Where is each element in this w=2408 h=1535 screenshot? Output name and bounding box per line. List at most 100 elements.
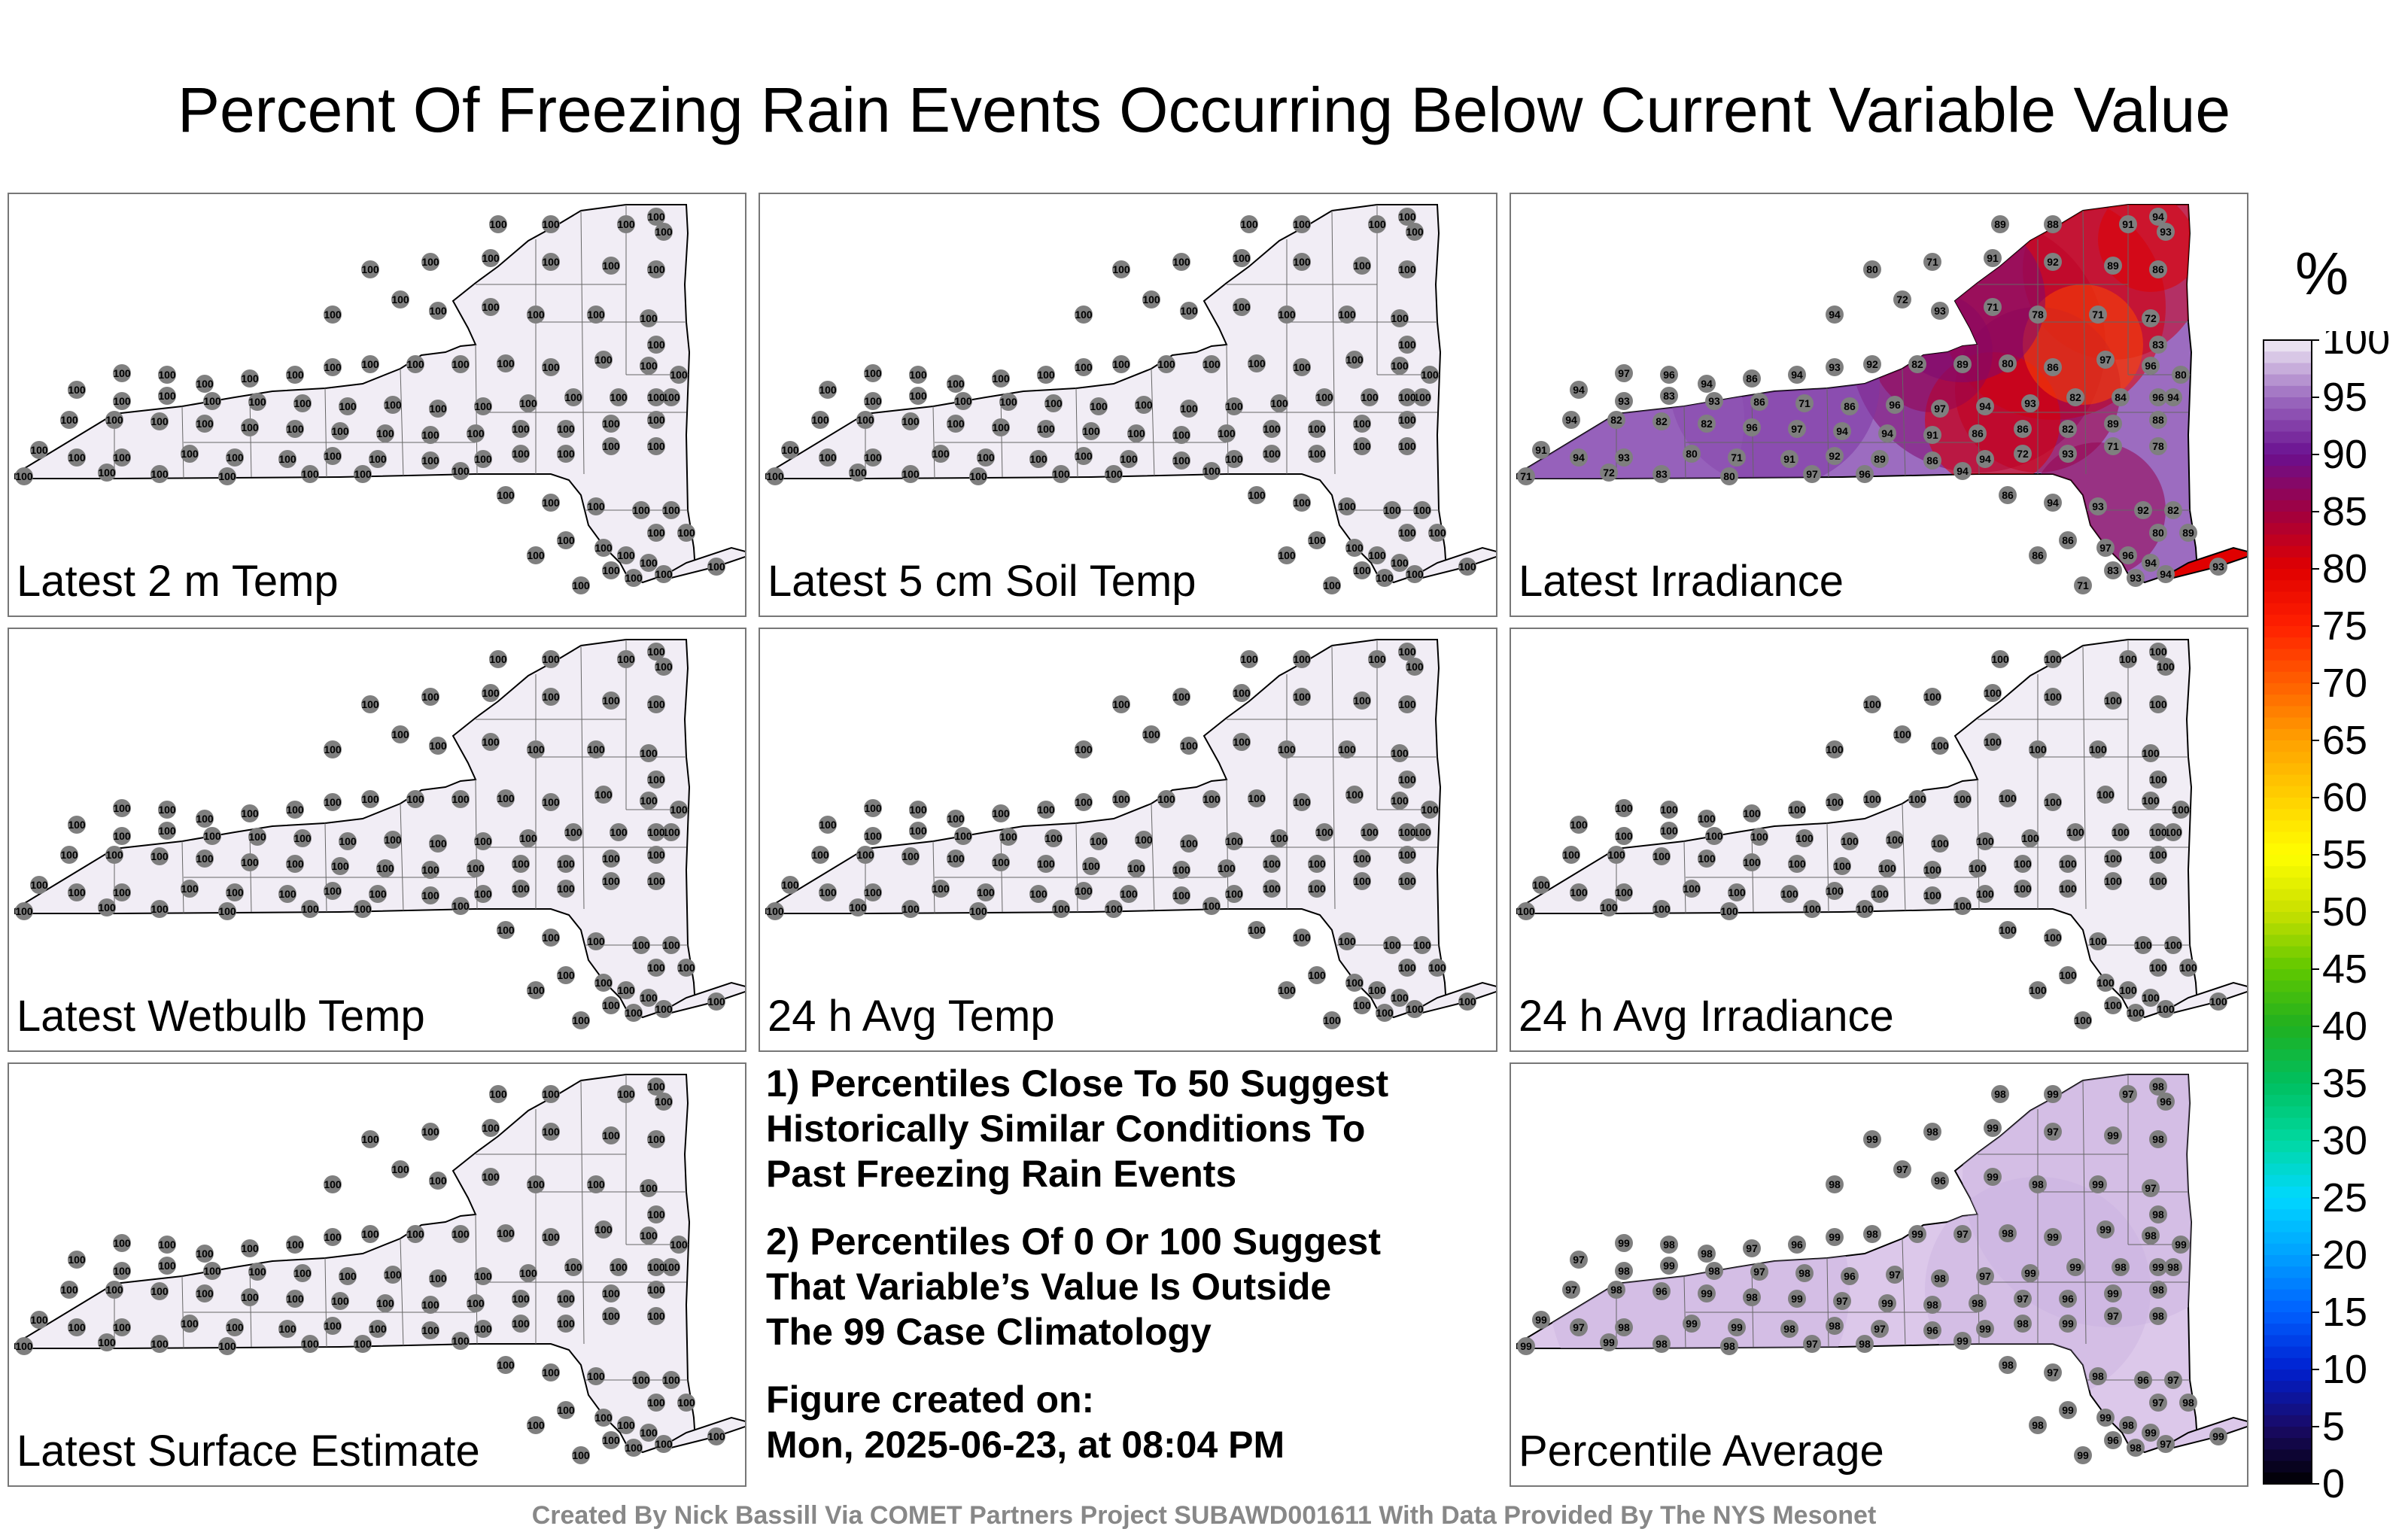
station-marker: 100 [1345,351,1364,369]
station-marker: 97 [1743,1239,1761,1257]
station-value: 98 [2167,1261,2179,1273]
station-marker: 100 [1218,859,1236,877]
station-value: 100 [947,813,965,825]
station-value: 100 [1720,905,1738,917]
station-marker: 96 [1923,1321,1941,1339]
station-value: 100 [1923,889,1941,901]
station-marker: 100 [158,387,176,405]
station-value: 100 [1652,903,1671,915]
station-marker: 98 [1795,1264,1814,1282]
station-marker: 100 [856,846,874,864]
station-marker: 100 [1345,786,1364,804]
station-marker: 100 [640,792,658,810]
station-marker: 100 [1323,576,1341,594]
station-value: 100 [1029,453,1047,465]
station-marker: 100 [527,305,545,324]
station-marker: 98 [2149,1078,2167,1096]
station-value: 100 [594,542,613,554]
station-marker: 100 [113,1318,131,1336]
station-marker: 100 [339,397,357,415]
station-marker: 100 [1037,420,1055,438]
colorbar-segment [2264,546,2312,558]
station-marker: 100 [602,415,620,433]
station-value: 100 [557,448,575,460]
station-value: 100 [864,367,882,379]
station-marker: 100 [293,394,312,412]
station-value: 100 [594,1223,613,1236]
station-value: 100 [1112,698,1130,710]
colorbar: 1009590858075706560555045403530252015105… [2263,331,2390,1505]
station-value: 100 [999,831,1017,843]
station-value: 100 [68,1254,86,1266]
station-value: 100 [1308,448,1326,460]
station-marker: 97 [2157,1435,2175,1453]
station-value: 89 [2182,527,2194,539]
station-marker: 100 [1383,936,1401,954]
station-value: 100 [1826,743,1844,755]
station-value: 100 [602,853,620,865]
station-value: 100 [1044,832,1063,844]
station-marker: 100 [819,883,837,901]
station-value: 71 [1520,470,1532,482]
station-value: 96 [2160,1096,2172,1108]
station-value: 100 [1788,804,1806,816]
station-value: 100 [421,864,439,876]
station-marker: 100 [181,445,199,463]
station-value: 100 [602,1434,620,1446]
station-value: 100 [1999,792,2017,804]
station-marker: 100 [278,1320,296,1338]
station-marker: 100 [218,467,236,485]
station-value: 100 [1345,354,1364,366]
station-marker: 100 [617,981,635,999]
station-value: 99 [2062,1404,2074,1416]
station-value: 97 [1806,468,1818,480]
station-value: 100 [278,888,296,900]
station-marker: 100 [384,831,402,849]
station-marker: 97 [2096,351,2115,369]
station-marker: 100 [811,846,829,864]
station-value: 100 [241,807,259,819]
station-value: 100 [1826,885,1844,897]
station-marker: 99 [1683,1315,1701,1333]
station-value: 100 [1368,984,1386,996]
station-value: 89 [2107,260,2119,272]
station-marker: 100 [1075,793,1093,811]
station-marker: 100 [421,1123,439,1141]
station-value: 100 [1570,819,1588,831]
station-marker: 100 [1698,850,1716,868]
station-marker: 100 [1720,902,1738,920]
station-value: 99 [1881,1297,1893,1309]
note-1-line-1: 1) Percentiles Close To 50 Suggest [766,1062,1389,1105]
station-value: 99 [1956,1335,1969,1347]
station-value: 97 [2107,1310,2119,1322]
station-marker: 100 [1953,897,1972,915]
station-marker: 100 [542,793,560,811]
colorbar-segment [2264,774,2312,787]
station-value: 97 [1979,1270,1991,1282]
station-marker: 97 [2014,1290,2032,1308]
station-value: 100 [647,1310,665,1322]
station-marker: 100 [1353,437,1371,455]
station-value: 100 [999,396,1017,408]
station-marker: 100 [1683,880,1701,898]
map-panel-5: 100 100 100 100 100 100 100 100 100 100 100 100 100 1… [759,628,1497,1052]
station-marker: 100 [497,354,515,372]
station-value: 97 [2145,1182,2157,1194]
colorbar-segment [2264,1335,2312,1348]
station-value: 98 [1610,1284,1622,1296]
station-marker: 100 [542,253,560,271]
station-marker: 97 [1803,1335,1821,1353]
station-marker: 100 [2104,872,2122,890]
station-value: 100 [1428,527,1446,539]
station-marker: 89 [2104,415,2122,433]
station-value: 100 [203,395,221,407]
station-value: 100 [1172,256,1190,268]
station-marker: 100 [519,1264,537,1282]
station-marker: 100 [286,1236,304,1254]
station-value: 100 [293,1267,312,1279]
station-marker: 86 [1841,397,1859,415]
station-value: 100 [1105,468,1123,480]
station-marker: 100 [1029,450,1047,468]
station-marker: 100 [1863,790,1881,808]
